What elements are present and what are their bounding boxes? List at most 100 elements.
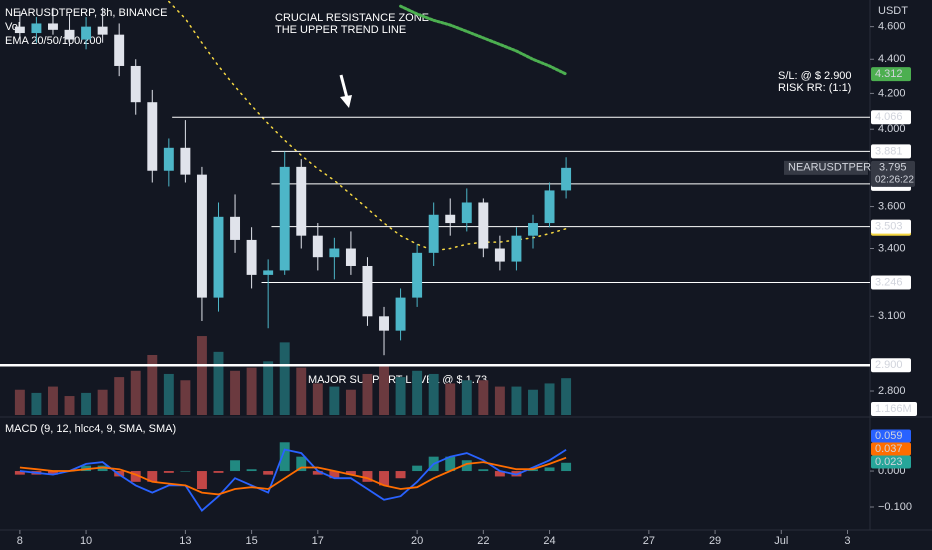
volume-bar: [345, 389, 356, 415]
volume-bar: [279, 342, 290, 415]
candle-body: [31, 23, 42, 34]
candle-body: [196, 174, 207, 298]
volume-bar: [114, 377, 125, 415]
annotation: THE UPPER TREND LINE: [275, 24, 406, 36]
annotation: CRUCIAL RESISTANCE ZONE: [275, 12, 429, 24]
candle-body: [147, 102, 158, 171]
macd-histogram-bar: [230, 460, 241, 472]
x-tick-label: 15: [245, 535, 257, 547]
volume-bar: [196, 336, 207, 415]
indicator-label: EMA 20/50/100/200: [5, 35, 102, 47]
candle-body: [114, 34, 125, 66]
macd-value-box: [871, 429, 911, 443]
macd-histogram-bar: [329, 471, 340, 479]
macd-title: MACD (9, 12, hlcc4, 9, SMA, SMA): [5, 423, 176, 435]
level-label: 3.246: [875, 276, 903, 288]
macd-histogram-bar: [147, 471, 158, 482]
y-tick-label: 4.600: [878, 21, 906, 33]
x-tick-label: 20: [411, 535, 423, 547]
volume-bar: [14, 389, 25, 415]
volume-bar: [213, 351, 224, 415]
macd-histogram-bar: [312, 471, 323, 475]
candle-body: [14, 26, 25, 34]
macd-histogram-bar: [395, 471, 406, 479]
x-tick-label: 8: [17, 535, 23, 547]
y-tick-label: 3.100: [878, 310, 906, 322]
candle-body: [478, 202, 489, 249]
volume-bar: [312, 383, 323, 415]
volume-bar: [180, 380, 191, 415]
level-box: [871, 219, 911, 234]
macd-line: [19, 456, 567, 496]
x-tick-label: 17: [312, 535, 324, 547]
level-label: 4.066: [875, 111, 903, 123]
y-tick-label: 3.400: [878, 242, 906, 254]
candle-body: [329, 248, 340, 258]
macd-histogram-bar: [180, 471, 191, 472]
y-tick-label: 4.200: [878, 87, 906, 99]
volume-bar: [528, 389, 538, 415]
symbol-tag-box: [784, 160, 868, 175]
candle-body: [544, 190, 555, 224]
ema-price-box: [871, 67, 911, 82]
candle-body: [494, 248, 505, 262]
x-tick-label: 22: [477, 535, 489, 547]
candle-body: [48, 23, 58, 30]
macd-histogram-bar: [263, 471, 274, 475]
macd-y-tick-label: −0.100: [878, 501, 912, 513]
macd-histogram-bar: [246, 469, 257, 472]
candle-body: [279, 166, 290, 271]
volume-label: 1.166M: [875, 403, 912, 415]
macd-histogram-bar: [163, 471, 174, 473]
level-label: 3.881: [875, 145, 903, 157]
macd-value-box: [871, 442, 911, 456]
candle-body: [64, 29, 75, 40]
y-tick-label: 4.000: [878, 123, 906, 135]
macd-value-label: 0.037: [875, 443, 903, 455]
volume-bar: [97, 389, 108, 415]
candle-body: [163, 147, 174, 171]
volume-bar: [163, 373, 174, 415]
candle-body: [395, 297, 406, 331]
volume-bar: [461, 380, 472, 415]
candle-body: [97, 26, 108, 35]
candle-body: [180, 147, 191, 175]
level-box: [871, 275, 911, 290]
x-tick-label: 27: [643, 535, 655, 547]
last-price-box: [871, 160, 915, 187]
macd-histogram-bar: [196, 471, 207, 490]
volume-bar: [31, 392, 42, 415]
y-tick-label: 4.400: [878, 53, 906, 65]
level-box: [871, 144, 911, 159]
volume-bar: [561, 378, 572, 415]
macd-histogram-bar: [130, 471, 141, 482]
volume-bar: [544, 383, 555, 415]
volume-bar: [379, 364, 389, 415]
countdown: 02:26:22: [875, 174, 914, 185]
candle-body: [213, 216, 224, 298]
macd-value-box: [871, 455, 911, 469]
ema-price-label: 4.312: [875, 68, 903, 80]
level-box: [871, 358, 911, 373]
candle-body: [230, 216, 241, 240]
volume-bar: [511, 386, 522, 415]
volume-bar: [445, 383, 456, 415]
candle-body: [81, 26, 92, 40]
macd-histogram-bar: [279, 442, 290, 472]
y-tick-label: 3.600: [878, 200, 906, 212]
candle-body: [130, 65, 141, 103]
macd-value-label: 0.023: [875, 456, 903, 468]
volume-bar: [147, 355, 158, 415]
candle-body: [511, 235, 522, 262]
macd-histogram-bar: [213, 471, 224, 473]
volume-box: [871, 402, 917, 416]
candle-body: [362, 265, 373, 317]
candle-body: [461, 202, 472, 224]
candle-body: [379, 316, 389, 331]
volume-bar: [494, 386, 505, 415]
macd-histogram-bar: [494, 471, 505, 477]
level-label: 2.900: [875, 359, 903, 371]
candle-body: [312, 235, 323, 258]
